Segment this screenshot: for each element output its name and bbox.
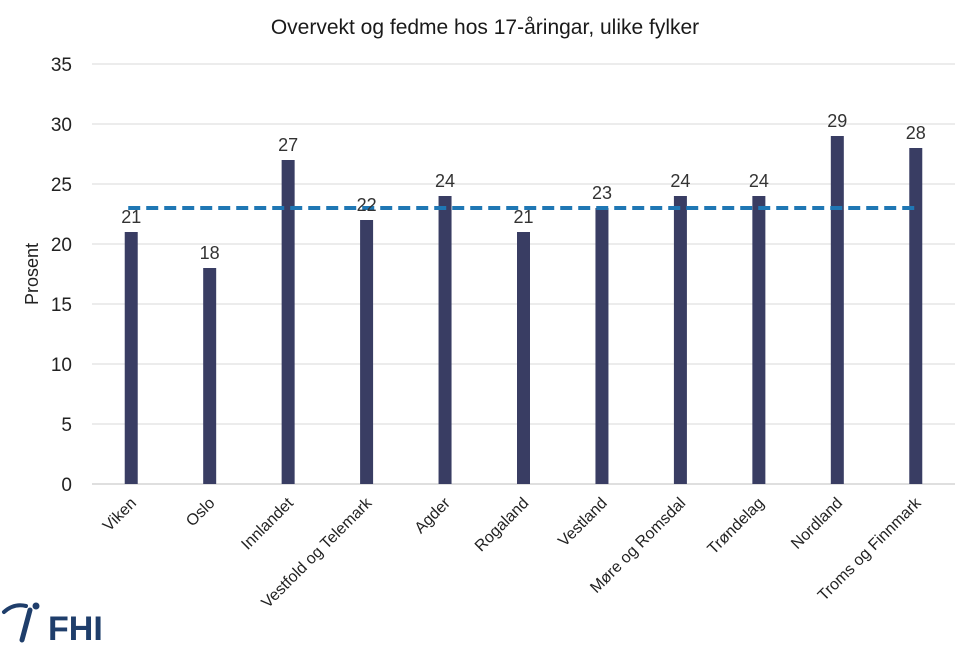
bar-agder [438, 196, 452, 484]
bar-nordland [830, 136, 844, 484]
bar-oslo [203, 268, 217, 484]
data-label: 24 [670, 171, 690, 191]
data-labels: 21 18 27 22 24 21 23 24 24 29 28 [121, 111, 926, 263]
bar-viken [124, 232, 138, 484]
data-label: 24 [435, 171, 455, 191]
fhi-logo-text: FHI [48, 610, 103, 648]
y-axis-ticks: 0 5 10 15 20 25 30 35 [51, 55, 72, 496]
bar-vestfold-og-telemark [360, 220, 374, 484]
data-label: 21 [121, 207, 141, 227]
y-tick-label: 10 [51, 355, 72, 376]
x-category-label: Agder [412, 494, 455, 537]
x-category-label: Rogaland [472, 495, 532, 555]
y-tick-label: 5 [61, 415, 72, 436]
chart-title: Overvekt og fedme hos 17-åringar, ulike … [271, 16, 699, 39]
y-tick-label: 30 [51, 115, 72, 136]
y-tick-label: 0 [61, 475, 72, 496]
bar-rogaland [517, 232, 530, 484]
x-category-label: Vestland [555, 495, 610, 550]
data-label: 22 [357, 195, 377, 215]
data-label: 18 [200, 243, 220, 263]
y-tick-label: 25 [51, 175, 72, 196]
data-label: 24 [749, 171, 769, 191]
bars [124, 136, 923, 484]
y-tick-label: 35 [51, 55, 72, 76]
data-label: 21 [513, 207, 533, 227]
y-axis-label: Prosent [22, 243, 42, 305]
data-label: 23 [592, 183, 612, 203]
data-label: 28 [906, 123, 926, 143]
bar-vestland [595, 208, 609, 484]
bar-møre-og-romsdal [673, 196, 687, 484]
x-category-label: Oslo [183, 495, 218, 530]
y-tick-label: 20 [51, 235, 72, 256]
y-tick-label: 15 [51, 295, 72, 316]
bar-troms-og-finnmark [909, 148, 923, 484]
x-category-label: Trøndelag [705, 495, 768, 558]
x-category-label: Nordland [788, 495, 846, 553]
bar-innlandet [281, 160, 295, 484]
fhi-logo: FHI [2, 602, 103, 648]
data-label: 27 [278, 135, 298, 155]
data-label: 29 [827, 111, 847, 131]
bar-trøndelag [752, 196, 766, 484]
x-category-label: Innlandet [238, 494, 297, 553]
x-category-label: Viken [100, 495, 140, 535]
